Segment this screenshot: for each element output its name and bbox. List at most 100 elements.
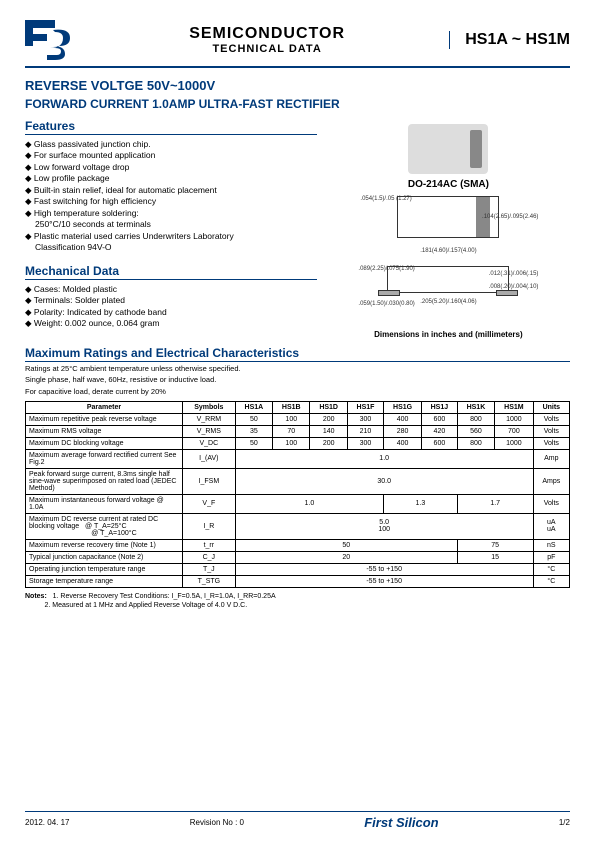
- col-hs1a: HS1A: [235, 401, 272, 413]
- fs-logo-icon: [25, 20, 75, 60]
- col-hs1k: HS1K: [457, 401, 494, 413]
- cell-unit: Volts: [533, 494, 569, 513]
- dim-label: .008(.20)/.004(.10): [489, 284, 539, 290]
- cell-param: Maximum average forward rectified curren…: [26, 449, 183, 468]
- title-line1: REVERSE VOLTGE 50V~1000V: [25, 78, 570, 93]
- title-line2: FORWARD CURRENT 1.0AMP ULTRA-FAST RECTIF…: [25, 97, 570, 111]
- cell-param: Storage temperature range: [26, 575, 183, 587]
- features-list: Glass passivated junction chip. For surf…: [25, 139, 317, 254]
- cell: 600: [422, 437, 458, 449]
- cell-span: 1.0: [235, 494, 383, 513]
- table-row: Operating junction temperature range T_J…: [26, 563, 570, 575]
- feature-item: For surface mounted application: [25, 150, 317, 161]
- cell-sym: I_(AV): [183, 449, 236, 468]
- ir-v2: 100: [378, 526, 390, 533]
- cell-unit: pF: [533, 551, 569, 563]
- table-row: Maximum instantaneous forward voltage @ …: [26, 494, 570, 513]
- dim-label: .012(.31)/.006(.15): [489, 271, 539, 277]
- col-hs1d: HS1D: [310, 401, 347, 413]
- feature-item-indent: Classification 94V-O: [25, 242, 317, 253]
- cell-unit: Amps: [533, 468, 569, 494]
- cell-param: Maximum RMS voltage: [26, 425, 183, 437]
- cell: 800: [457, 413, 494, 425]
- mechanical-list: Cases: Molded plastic Terminals: Solder …: [25, 284, 317, 330]
- cell: 200: [310, 437, 347, 449]
- table-row: Maximum DC reverse current at rated DC b…: [26, 513, 570, 539]
- cell: 210: [347, 425, 383, 437]
- table-row: Maximum average forward rectified curren…: [26, 449, 570, 468]
- cell-span: 75: [457, 539, 533, 551]
- ratings-table: Parameter Symbols HS1A HS1B HS1D HS1F HS…: [25, 401, 570, 588]
- cell: 100: [273, 413, 310, 425]
- footer-brand: First Silicon: [364, 815, 438, 830]
- cell: 560: [457, 425, 494, 437]
- feature-item: Built-in stain relief, ideal for automat…: [25, 185, 317, 196]
- cell-param: Maximum repetitive peak reverse voltage: [26, 413, 183, 425]
- col-hs1g: HS1G: [384, 401, 422, 413]
- title-block: REVERSE VOLTGE 50V~1000V FORWARD CURRENT…: [25, 78, 570, 111]
- cell-param: Peak forward surge current, 8.3ms single…: [26, 468, 183, 494]
- table-row: Maximum reverse recovery time (Note 1) t…: [26, 539, 570, 551]
- cell-param: Maximum instantaneous forward voltage @ …: [26, 494, 183, 513]
- semiconductor-label: SEMICONDUCTOR: [85, 25, 449, 43]
- cell-param: Maximum reverse recovery time (Note 1): [26, 539, 183, 551]
- cell: 200: [310, 413, 347, 425]
- cell: 600: [422, 413, 458, 425]
- page-footer: 2012. 04. 17 Revision No : 0 First Silic…: [25, 811, 570, 830]
- mechanical-item: Terminals: Solder plated: [25, 295, 317, 306]
- mechanical-item: Weight: 0.002 ounce, 0.064 gram: [25, 318, 317, 329]
- table-header-row: Parameter Symbols HS1A HS1B HS1D HS1F HS…: [26, 401, 570, 413]
- dim-lead-left: [378, 290, 400, 296]
- dim-label: .104(2.65)/.095(2.46): [482, 214, 538, 220]
- cell-param: Maximum DC reverse current at rated DC b…: [26, 513, 183, 539]
- col-parameter: Parameter: [26, 401, 183, 413]
- header-center: SEMICONDUCTOR TECHNICAL DATA: [85, 25, 449, 55]
- note-1: 1. Reverse Recovery Test Conditions: I_F…: [53, 593, 276, 600]
- table-row: Storage temperature range T_STG -55 to +…: [26, 575, 570, 587]
- feature-item: Glass passivated junction chip.: [25, 139, 317, 150]
- cell: 300: [347, 413, 383, 425]
- cell-span: 30.0: [235, 468, 533, 494]
- col-hs1m: HS1M: [495, 401, 534, 413]
- cell-unit: Volts: [533, 437, 569, 449]
- cell: 1000: [495, 413, 534, 425]
- mechanical-item: Polarity: Indicated by cathode band: [25, 307, 317, 318]
- mechanical-heading: Mechanical Data: [25, 264, 317, 280]
- table-row: Typical junction capacitance (Note 2) C_…: [26, 551, 570, 563]
- cell: 35: [235, 425, 272, 437]
- cell-param: Typical junction capacitance (Note 2): [26, 551, 183, 563]
- col-symbols: Symbols: [183, 401, 236, 413]
- footer-date: 2012. 04. 17: [25, 818, 69, 827]
- cell: 50: [235, 413, 272, 425]
- cell: 50: [235, 437, 272, 449]
- col-hs1j: HS1J: [422, 401, 458, 413]
- cell-span: 5.0 100: [235, 513, 533, 539]
- cell-unit: °C: [533, 563, 569, 575]
- footer-page: 1/2: [559, 818, 570, 827]
- cell-span: 20: [235, 551, 457, 563]
- table-row: Peak forward surge current, 8.3ms single…: [26, 468, 570, 494]
- note-2: 2. Measured at 1 MHz and Applied Reverse…: [44, 602, 247, 609]
- package-image: [408, 124, 488, 174]
- table-row: Maximum RMS voltage V_RMS 35 70 140 210 …: [26, 425, 570, 437]
- cell-sym: V_F: [183, 494, 236, 513]
- cell: 400: [384, 413, 422, 425]
- table-row: Maximum repetitive peak reverse voltage …: [26, 413, 570, 425]
- feature-item-indent: 250°C/10 seconds at terminals: [25, 219, 317, 230]
- ratings-note: Ratings at 25°C ambient temperature unle…: [25, 364, 570, 374]
- cell: 70: [273, 425, 310, 437]
- dim-label: .059(1.50)/.030(0.80): [358, 301, 414, 307]
- dim-lead-right: [496, 290, 518, 296]
- dimension-drawing: .054(1.5)/.05 (1.27) .104(2.65)/.095(2.4…: [358, 196, 538, 326]
- cell: 280: [384, 425, 422, 437]
- cell-sym: T_J: [183, 563, 236, 575]
- cell-span: 15: [457, 551, 533, 563]
- cell: 800: [457, 437, 494, 449]
- dim-label: .181(4.60)/.157(4.00): [358, 248, 538, 254]
- cell-unit: Volts: [533, 413, 569, 425]
- part-range: HS1A ~ HS1M: [449, 31, 570, 49]
- ir-cond1: @ T_A=25°C: [85, 523, 127, 530]
- cell-span: 1.7: [457, 494, 533, 513]
- cell-param: Operating junction temperature range: [26, 563, 183, 575]
- cell: 400: [384, 437, 422, 449]
